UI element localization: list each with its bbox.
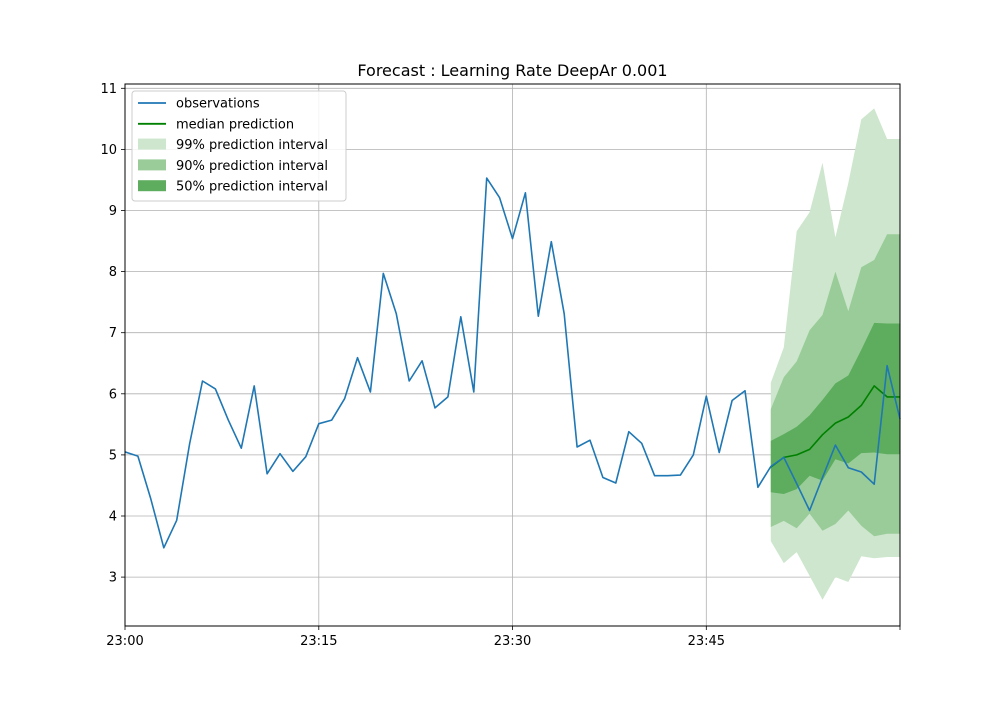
legend-label: observations [176,97,260,112]
y-tick-label: 3 [109,571,117,586]
legend-band-swatch [138,138,166,150]
observations-line [124,177,901,549]
median-prediction-line [770,385,900,468]
legend-label: 90% prediction interval [176,159,328,174]
legend-band-swatch [138,180,166,192]
chart-title: Forecast : Learning Rate DeepAr 0.001 [357,61,667,80]
y-tick-label: 4 [109,510,117,525]
x-tick-label: 23:15 [300,634,337,649]
prediction-bands [770,108,900,600]
y-tick-label: 5 [109,448,117,463]
y-tick-label: 11 [100,82,117,97]
axis-ticks: 3 4 5 6 7 8 9 10 11 23:00 23:15 23:30 23:45 [100,82,901,649]
band-50-prediction-interval [770,322,900,494]
y-tick-label: 7 [109,326,117,341]
x-tick-label: 23:00 [106,634,143,649]
x-tick-label: 23:30 [494,634,531,649]
y-tick-label: 9 [109,204,117,219]
y-tick-label: 10 [100,143,117,158]
legend-band-swatch [138,159,166,171]
y-tick-label: 6 [109,387,117,402]
legend: observations median prediction 99% predict… [131,90,347,202]
y-tick-label: 8 [109,265,117,280]
legend-label: median prediction [176,117,294,132]
legend-box [131,90,347,202]
legend-label: 99% prediction interval [176,138,328,153]
legend-label: 50% prediction interval [176,180,328,195]
series-lines [124,177,901,549]
x-tick-label: 23:45 [688,634,725,649]
